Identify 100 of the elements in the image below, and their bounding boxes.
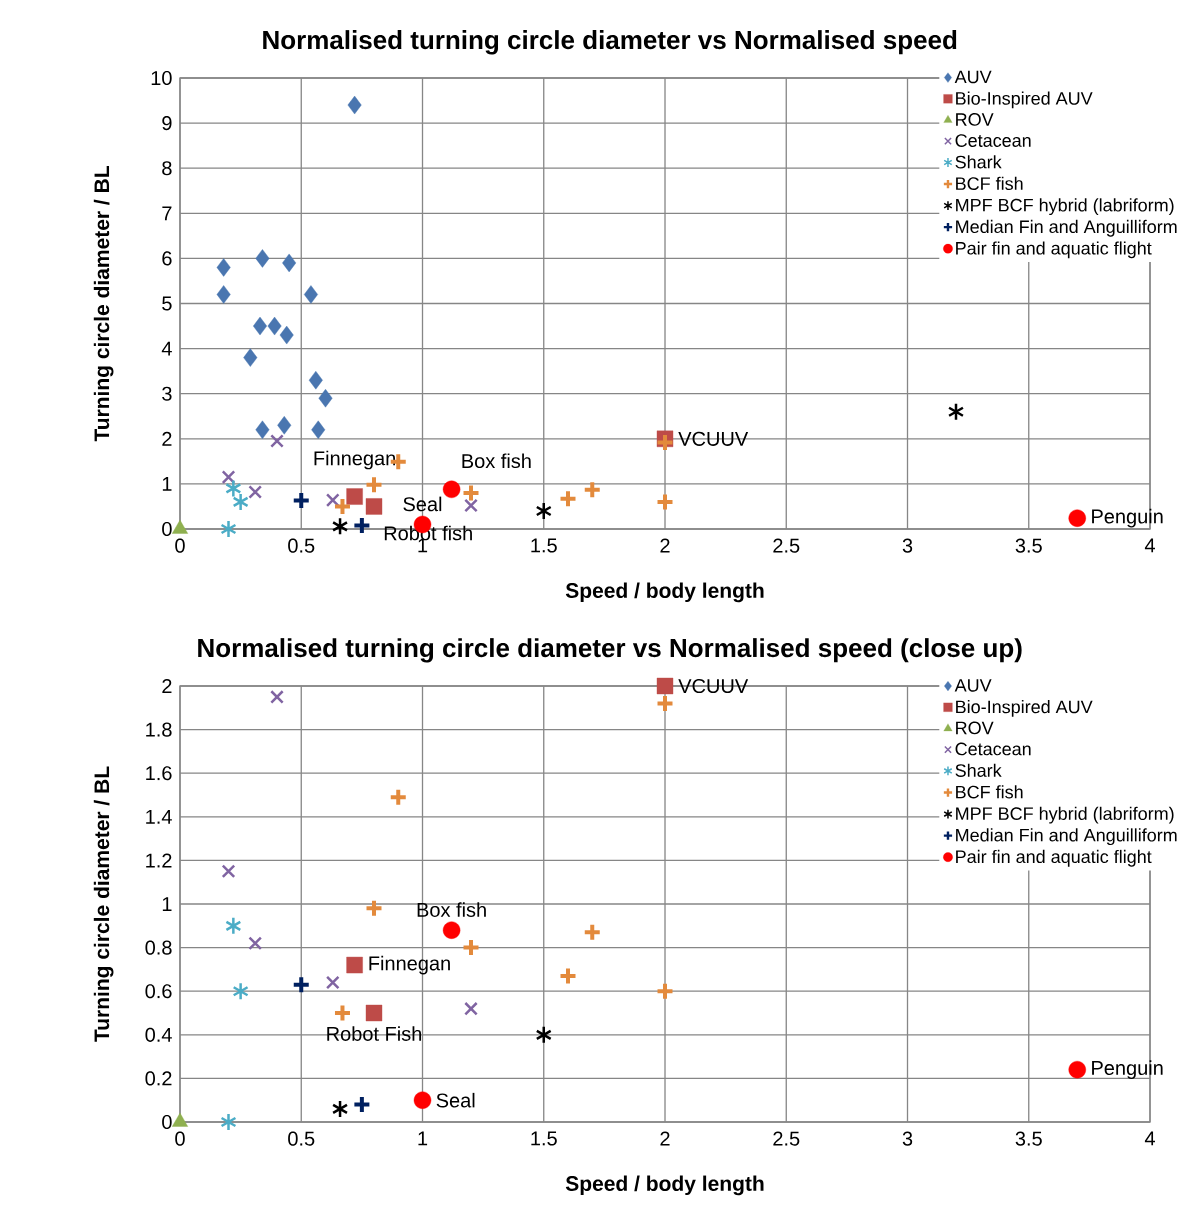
y-tick-label: 2	[162, 679, 172, 693]
legend-label: Bio-Inspired AUV	[956, 700, 1093, 717]
point	[291, 975, 311, 995]
point	[270, 434, 284, 448]
x-tick-label: 1.5	[531, 1131, 557, 1146]
annotation: Box fish	[417, 902, 486, 917]
point	[535, 501, 552, 521]
x-tick-label: 3	[902, 538, 913, 553]
y-tick-label: 0.4	[145, 1027, 172, 1042]
y-tick-label: 0.8	[145, 940, 172, 955]
legend-label: Cetacean	[955, 134, 1031, 147]
point	[232, 981, 249, 1001]
point	[365, 1004, 383, 1022]
point	[279, 325, 294, 345]
x-tick-label: 2.5	[773, 538, 800, 553]
point	[464, 1001, 478, 1016]
y-axis-title: Turning circle diameter / BL	[93, 166, 114, 442]
point	[225, 916, 242, 936]
y-tick-label: 8	[162, 161, 172, 176]
x-tick-label: 0.5	[288, 538, 315, 553]
y-tick-label: 1.8	[146, 722, 172, 737]
point	[364, 475, 384, 495]
point	[442, 921, 461, 939]
point	[220, 519, 237, 539]
y-tick-label: 10	[151, 70, 172, 86]
x-axis-title: Speed / body length	[565, 1175, 764, 1196]
annotation: Seal	[436, 1092, 475, 1108]
x-tick-label: 0	[175, 1131, 185, 1146]
legend-label: Cetacean	[955, 742, 1031, 756]
point	[352, 515, 372, 535]
y-tick-label: 0	[162, 1114, 172, 1130]
x-axis-title: Speed / body length	[565, 582, 764, 603]
point	[558, 966, 578, 986]
y-tick-label: 5	[162, 296, 172, 311]
point	[291, 491, 311, 511]
point	[346, 956, 363, 974]
y-tick-label: 0	[162, 521, 172, 537]
point	[346, 488, 363, 505]
legend-label: Median Fin and Anguilliform	[956, 828, 1177, 846]
annotation: Box fish	[462, 453, 531, 469]
annotation: Finnegan	[314, 450, 395, 470]
y-tick-label: 0.6	[145, 984, 172, 999]
x-tick-label: 3.5	[1015, 1131, 1042, 1146]
x-tick-label: 2	[660, 538, 670, 553]
x-tick-label: 0.5	[288, 1131, 315, 1146]
point	[558, 489, 578, 509]
point	[655, 693, 675, 713]
x-tick-label: 4	[1144, 1131, 1155, 1146]
x-tick-label: 2	[660, 1131, 670, 1146]
legend-label: ROV	[956, 113, 994, 126]
legend-label: BCF fish	[956, 785, 1023, 799]
legend-label: Shark	[955, 763, 1002, 777]
legend-label: ROV	[956, 721, 994, 735]
point	[582, 922, 602, 942]
point	[216, 258, 231, 277]
y-tick-label: 3	[162, 386, 172, 401]
annotation: Seal	[403, 496, 442, 512]
point	[1068, 1060, 1086, 1079]
x-tick-label: 1.5	[531, 538, 557, 553]
point	[318, 389, 333, 408]
x-tick-label: 4	[1144, 538, 1155, 553]
point	[655, 492, 675, 512]
point	[243, 348, 258, 367]
point	[388, 787, 408, 807]
point	[220, 1112, 237, 1132]
point	[331, 517, 349, 536]
legend-label: Median Fin and Anguilliform	[956, 219, 1177, 237]
point	[331, 1099, 349, 1119]
point	[365, 498, 383, 515]
point	[413, 1091, 432, 1109]
point	[1068, 509, 1086, 527]
point	[332, 1003, 352, 1023]
point	[248, 485, 263, 499]
x-tick-label: 1	[418, 1131, 428, 1146]
point	[248, 936, 263, 951]
annotation: VCUUV	[678, 678, 749, 694]
y-tick-label: 1.2	[146, 853, 172, 868]
point	[947, 402, 965, 421]
point	[308, 370, 323, 390]
y-tick-label: 1.4	[146, 809, 172, 824]
y-tick-label: 7	[162, 206, 172, 221]
legend-label: MPF BCF hybrid (labriform)	[956, 806, 1174, 824]
point	[461, 483, 481, 503]
point	[253, 316, 267, 336]
y-tick-label: 6	[162, 251, 172, 266]
y-tick-label: 1	[162, 897, 172, 911]
point	[535, 1025, 552, 1045]
point	[270, 690, 284, 704]
annotation: Penguin	[1092, 508, 1163, 528]
y-axis-title: Turning circle diameter / BL	[93, 766, 114, 1042]
legend-label: Pair fin and aquatic flight	[956, 241, 1152, 259]
y-tick-label: 4	[161, 341, 172, 356]
x-tick-label: 2.5	[773, 1131, 800, 1146]
annotation: VCUUV	[678, 431, 749, 446]
point	[282, 253, 297, 273]
point	[352, 1095, 372, 1115]
legend-label: AUV	[954, 70, 992, 84]
point	[255, 249, 270, 268]
point	[655, 432, 675, 452]
point	[364, 898, 384, 918]
